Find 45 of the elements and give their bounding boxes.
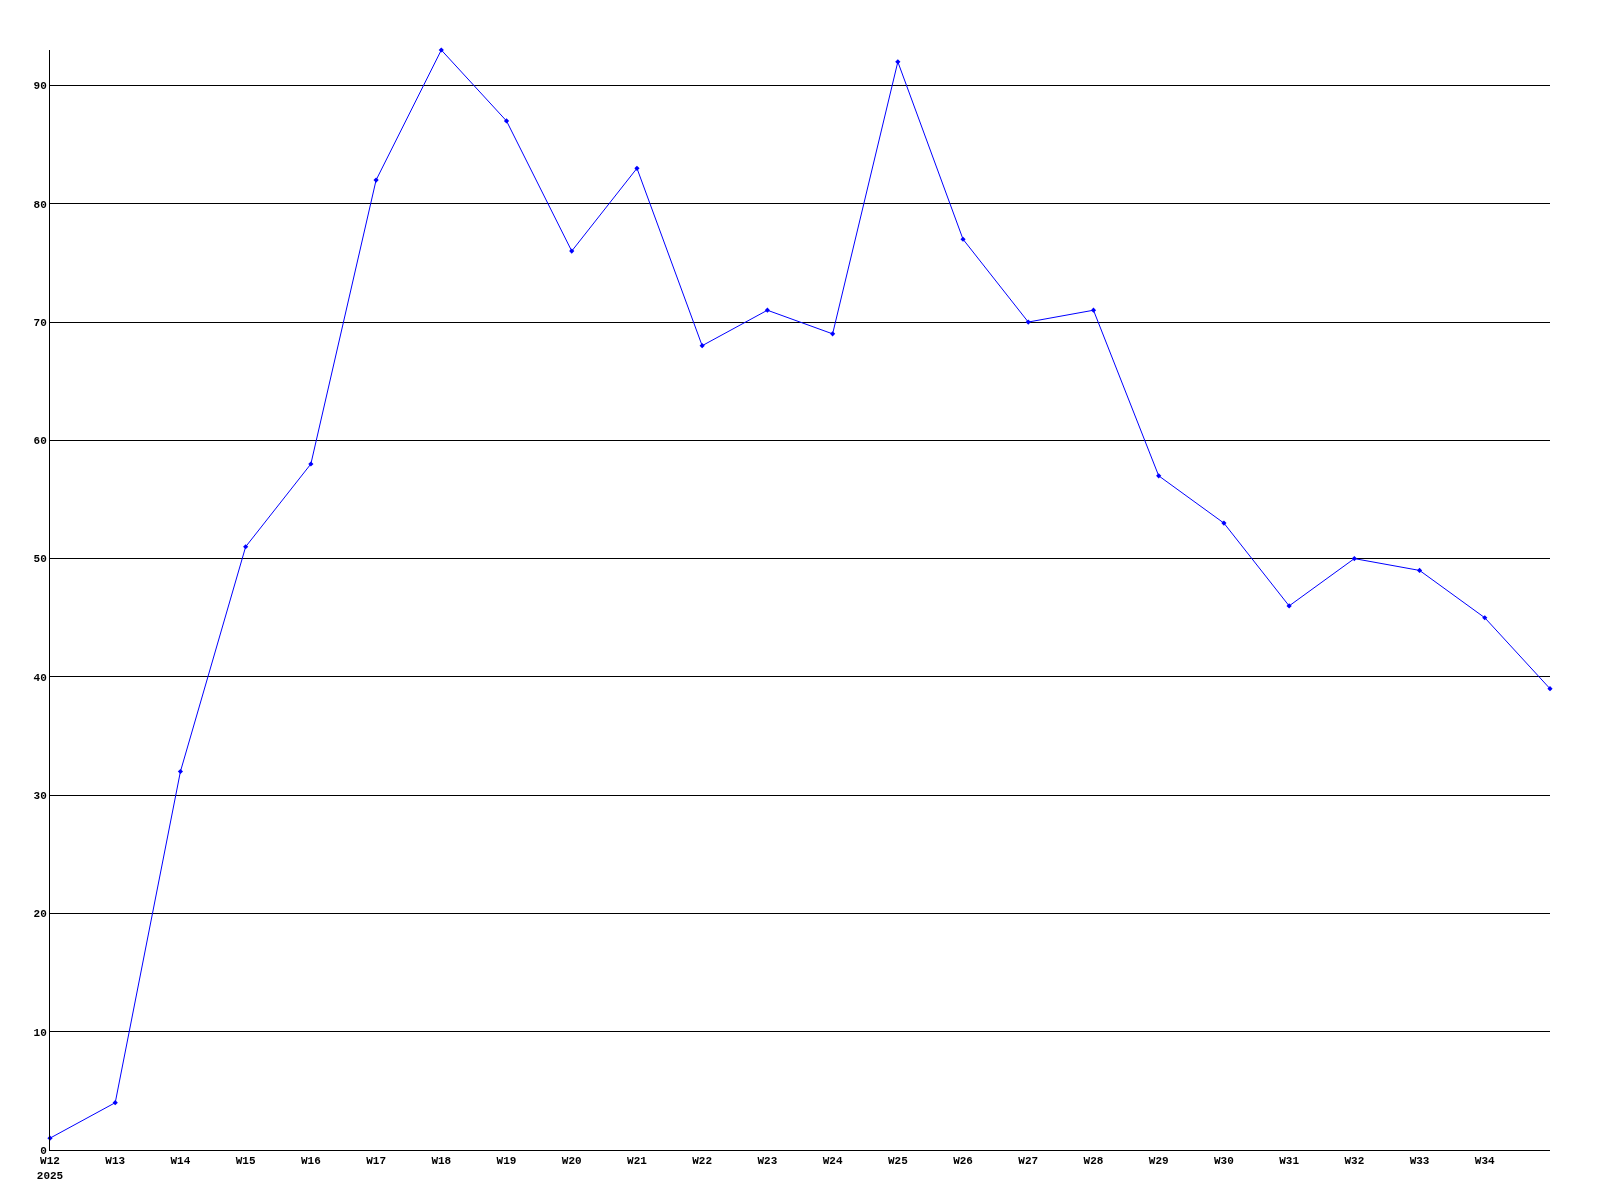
point (764, 307, 770, 313)
x-tick-label: W16 (300, 1155, 321, 1168)
point (1090, 307, 1097, 313)
x-tick-label: W21 (627, 1155, 648, 1168)
x-tick-label: W19 (496, 1155, 517, 1168)
x-tick-label: W28 (1083, 1155, 1104, 1168)
x-tick-label: W31 (1279, 1155, 1300, 1168)
y-tick-label: 40 (33, 671, 47, 684)
x-tick-label: W22 (692, 1155, 713, 1168)
x-tick-label: W26 (953, 1155, 973, 1168)
y-tick-label: 90 (33, 80, 47, 93)
point (830, 331, 836, 337)
x-tick-label: W12 2025 (36, 1155, 64, 1182)
x-tick-label: W14 (170, 1155, 191, 1168)
x-tick-label: W24 (822, 1155, 843, 1168)
x-tick-label: W34 (1474, 1155, 1496, 1168)
point (1156, 473, 1162, 479)
point (112, 1100, 118, 1106)
point (503, 118, 510, 124)
x-tick-label: W13 (105, 1155, 126, 1168)
y-tick-label: 0 (40, 1144, 47, 1157)
y-tick-label: 70 (33, 316, 47, 329)
x-tick-label: W33 (1409, 1155, 1430, 1168)
y-tick-label: 30 (33, 790, 47, 803)
x-tick-label: W17 (366, 1155, 386, 1168)
y-tick-label: 10 (33, 1026, 47, 1039)
y-tick-label: 80 (33, 198, 47, 211)
x-tick-label: W18 (431, 1155, 452, 1168)
x-tick-label: W30 (1214, 1155, 1234, 1168)
point (1482, 615, 1488, 621)
point (699, 343, 705, 349)
x-tick-label: W32 (1344, 1155, 1365, 1168)
y-tick-label: 20 (33, 908, 47, 921)
y-tick-label: 50 (33, 553, 47, 566)
x-tick-label: W29 (1148, 1155, 1169, 1168)
point (1351, 556, 1357, 562)
x-tick-label: W20 (561, 1155, 582, 1168)
x-tick-label: W23 (757, 1155, 778, 1168)
point (177, 768, 184, 775)
x-tick-label: W25 (887, 1155, 909, 1168)
point (1416, 567, 1423, 574)
point (243, 544, 249, 550)
x-tick-label: W15 (235, 1155, 256, 1168)
y-tick-label: 60 (33, 435, 47, 448)
x-tick-label: W27 (1018, 1155, 1039, 1168)
